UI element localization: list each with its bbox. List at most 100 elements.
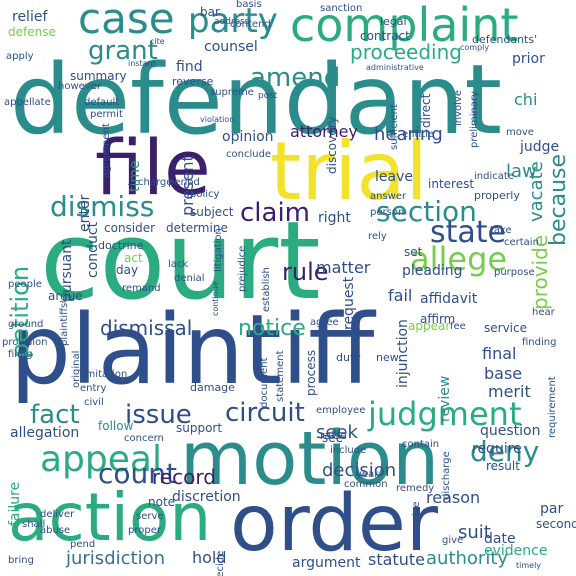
cloud-word-see: see [322, 431, 344, 445]
cloud-word-default: default [84, 97, 120, 108]
cloud-word-permit: permit [90, 109, 123, 120]
cloud-word-new: new [376, 351, 399, 364]
cloud-word-judgment: judgment [368, 395, 522, 433]
cloud-word-state: state [430, 215, 506, 250]
cloud-word-receive: receive [411, 501, 422, 538]
cloud-word-legal: legal [380, 15, 407, 28]
cloud-word-reason: reason [426, 488, 481, 507]
cloud-word-circuit: circuit [225, 398, 305, 428]
cloud-word-properly: properly [474, 189, 520, 202]
cloud-word-court: court [40, 199, 321, 324]
cloud-word-require: require [472, 441, 522, 457]
cloud-word-merit: merit [488, 382, 531, 401]
cloud-word-motion: motion [180, 416, 440, 502]
cloud-word-summary: summary [70, 69, 127, 83]
cloud-word-question: question [480, 423, 541, 439]
cloud-word-defendant: defendant [10, 44, 502, 156]
cloud-word-abuse: abuse [40, 525, 71, 536]
cloud-word-plaintiff: plaintiff [10, 294, 375, 406]
cloud-word-civil: civil [84, 397, 104, 408]
cloud-word-pleading: pleading [402, 263, 463, 279]
cloud-word-document: document [259, 357, 270, 408]
cloud-word-agreement: agreement [101, 123, 112, 178]
cloud-word-defense: defense [8, 25, 56, 39]
cloud-word-violation: violation [200, 115, 235, 124]
cloud-word-year: year [356, 469, 379, 480]
cloud-word-grant: grant [88, 36, 158, 66]
cloud-word-count: count [98, 457, 177, 490]
cloud-word-common: common [344, 479, 388, 490]
cloud-word-issue: issue [125, 400, 192, 430]
cloud-word-fail: fail [388, 286, 413, 305]
cloud-word-appellate: appellate [4, 97, 51, 108]
cloud-word-bring: bring [8, 555, 34, 566]
cloud-word-judge: judge [520, 139, 560, 155]
cloud-word-serve: serve [136, 511, 164, 522]
cloud-word-supreme: supreme [210, 87, 254, 98]
cloud-word-involve: involve [453, 89, 464, 126]
cloud-word-affirm: affirm [420, 312, 456, 326]
cloud-word-doctrine: doctrine [98, 239, 144, 252]
cloud-word-agree: agree [310, 317, 339, 328]
cloud-word-sufficient: sufficient [389, 104, 400, 150]
cloud-word-move: move [506, 127, 534, 138]
cloud-word-bar: bar [200, 5, 220, 19]
cloud-word-timely: timely [516, 561, 542, 570]
cloud-word-notice: notice [238, 316, 306, 341]
cloud-word-complaint: complaint [290, 0, 519, 52]
cloud-word-act: act [124, 251, 143, 265]
cloud-word-comply: comply [460, 43, 490, 52]
cloud-word-date: date [484, 531, 516, 547]
cloud-word-process: process [304, 349, 318, 396]
cloud-word-instant: instant [128, 59, 156, 68]
cloud-word-record: record [152, 465, 216, 489]
cloud-word-post: post [258, 91, 278, 101]
cloud-word-preliminary: preliminary [469, 91, 480, 148]
cloud-word-determine: determine [166, 221, 228, 235]
cloud-word-failure: failure [7, 481, 23, 526]
cloud-word-subject: subject [190, 205, 234, 219]
cloud-word-follow: follow [98, 419, 134, 433]
cloud-word-section: section [376, 195, 477, 228]
cloud-word-second: second [536, 517, 576, 531]
cloud-word-decision: decision [322, 460, 397, 481]
cloud-word-opinion: opinion [222, 129, 274, 145]
cloud-word-ground: ground [8, 319, 44, 330]
cloud-word-appear: appear [408, 319, 451, 333]
cloud-word-claim: claim [240, 198, 311, 228]
cloud-word-base: base [484, 364, 523, 383]
cloud-word-attorney: attorney [290, 122, 358, 141]
cloud-word-entry: entry [80, 383, 107, 394]
cloud-word-decide: decide [215, 550, 226, 576]
cloud-word-denial: denial [174, 273, 205, 284]
cloud-word-reverse: reverse [172, 75, 214, 88]
cloud-word-day: day [116, 263, 139, 277]
cloud-word-plaintiffs-: plaintiffs' [59, 300, 70, 346]
cloud-word-deliver: deliver [40, 509, 75, 520]
cloud-word-duty: duty [336, 351, 361, 364]
cloud-word-sanction: sanction [320, 3, 363, 14]
cloud-word-indicate: indicate [474, 171, 514, 182]
cloud-word-apply: apply [6, 51, 34, 62]
cloud-word-leave: leave [375, 169, 413, 185]
cloud-word-note: note [148, 495, 176, 509]
cloud-word-argument: argument [292, 555, 361, 571]
cloud-word-certain: certain [504, 237, 539, 248]
cloud-word-dismiss: dismiss [50, 190, 155, 223]
cloud-word-entitle: entitle [402, 129, 435, 140]
cloud-word-basis: basis [236, 0, 262, 10]
cloud-word-case: case [78, 0, 175, 43]
cloud-word-proper: proper [128, 525, 161, 536]
cloud-word-matter: matter [316, 258, 371, 277]
cloud-word-remedy: remedy [396, 483, 435, 494]
cloud-word-seek: seek [316, 422, 358, 443]
cloud-word-however: however [58, 81, 101, 92]
cloud-word-vacate: vacate [526, 161, 547, 222]
cloud-word-amend: amend [250, 63, 341, 93]
cloud-word-litigation: litigation [213, 228, 224, 272]
cloud-word-final: final [482, 344, 517, 363]
cloud-word-contract: contract [360, 29, 410, 43]
cloud-word-support: support [176, 421, 223, 435]
cloud-word-statement: statement [275, 350, 286, 402]
cloud-word-raise: raise [320, 429, 347, 442]
